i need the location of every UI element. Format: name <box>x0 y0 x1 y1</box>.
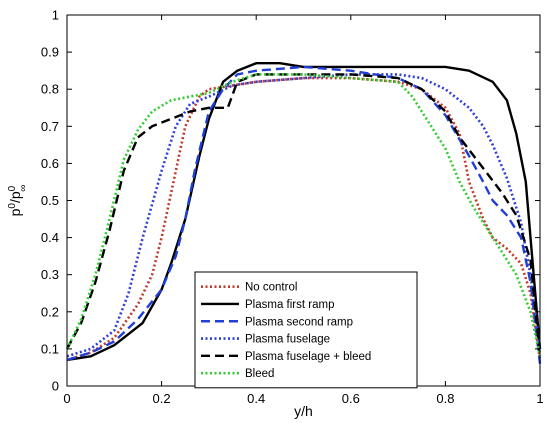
series-line-2 <box>66 65 542 364</box>
y-axis-label-base: p <box>7 208 23 216</box>
legend-label-3: Plasma fuselage <box>245 334 330 346</box>
y-tick-label: 0.6 <box>41 156 59 171</box>
series-layer <box>65 62 542 364</box>
y-tick-label: 0.9 <box>41 45 59 60</box>
y-tick-label: 0.7 <box>41 119 59 134</box>
legend-label-1: Plasma first ramp <box>245 299 334 311</box>
series-line-0 <box>66 76 542 362</box>
legend-label-2: Plasma second ramp <box>245 316 353 328</box>
y-tick-label: 0.4 <box>41 230 59 245</box>
y-tick-label: 0.5 <box>41 193 59 208</box>
y-tick-label: 0.2 <box>41 304 59 319</box>
x-tick-label: 1 <box>536 391 543 406</box>
y-axis-label-sub2: ∞ <box>18 185 29 192</box>
x-axis-label: y/h <box>294 403 313 419</box>
x-tick-label: 0 <box>63 391 70 406</box>
y-tick-label: 1 <box>52 8 59 23</box>
legend-label-5: Bleed <box>245 368 274 380</box>
legend-box <box>194 271 418 389</box>
y-axis-label-sup1: 0 <box>7 203 18 209</box>
x-tick-label: 0.6 <box>342 391 360 406</box>
legend: No control Plasma first ramp Plasma second… <box>194 271 418 389</box>
y-tick-label: 0 <box>52 379 59 394</box>
ticks-layer: 0 0.2 0.4 0.6 0.8 1 0 0.1 0.2 0.3 0.4 0.5 0.6 0.7 0.8 0… <box>41 8 544 407</box>
y-tick-label: 0.3 <box>41 267 59 282</box>
y-axis-label: p0/p0∞ <box>7 185 29 217</box>
legend-label-0: No control <box>245 282 297 294</box>
series-line-5 <box>65 73 542 357</box>
legend-label-4: Plasma fuselage + bleed <box>245 351 371 363</box>
x-tick-label: 0.4 <box>247 391 265 406</box>
x-tick-label: 0.8 <box>436 391 454 406</box>
x-tick-label: 0.2 <box>153 391 171 406</box>
series-line-1 <box>66 62 542 362</box>
y-tick-label: 0.1 <box>41 341 59 356</box>
y-axis-label-slash: /p <box>7 191 23 203</box>
y-tick-label: 0.8 <box>41 82 59 97</box>
y-axis-label-sup2: 0 <box>7 185 18 191</box>
